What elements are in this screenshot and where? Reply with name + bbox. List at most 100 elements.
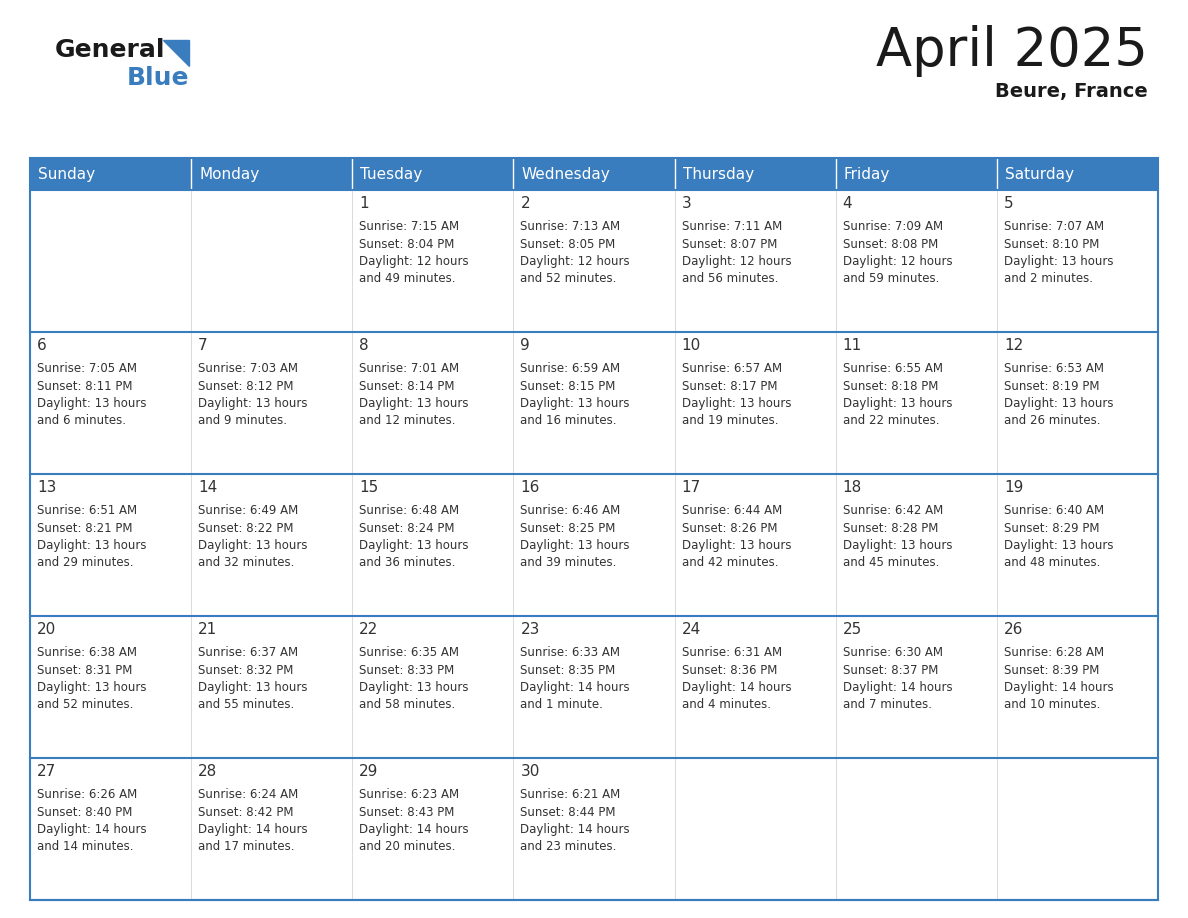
Bar [997, 758, 1158, 900]
Text: and 22 minutes.: and 22 minutes. [842, 415, 940, 428]
Text: Daylight: 14 hours: Daylight: 14 hours [37, 823, 146, 836]
Text: Thursday: Thursday [683, 166, 753, 182]
Bar [835, 474, 997, 616]
Text: Daylight: 13 hours: Daylight: 13 hours [37, 681, 146, 694]
Text: Sunset: 8:15 PM: Sunset: 8:15 PM [520, 379, 615, 393]
Text: Daylight: 14 hours: Daylight: 14 hours [682, 681, 791, 694]
Bar [191, 332, 353, 474]
Text: 16: 16 [520, 480, 539, 495]
Text: Daylight: 13 hours: Daylight: 13 hours [1004, 539, 1113, 552]
Text: Sunset: 8:40 PM: Sunset: 8:40 PM [37, 805, 132, 819]
Bar [675, 616, 835, 758]
Bar [997, 474, 1158, 616]
Text: and 29 minutes.: and 29 minutes. [37, 556, 133, 569]
Text: and 2 minutes.: and 2 minutes. [1004, 273, 1093, 285]
Text: Sunrise: 6:26 AM: Sunrise: 6:26 AM [37, 788, 138, 801]
Text: Sunset: 8:29 PM: Sunset: 8:29 PM [1004, 521, 1099, 534]
Text: Sunrise: 6:21 AM: Sunrise: 6:21 AM [520, 788, 620, 801]
Text: 8: 8 [359, 338, 369, 353]
Text: Daylight: 13 hours: Daylight: 13 hours [198, 681, 308, 694]
Text: Daylight: 14 hours: Daylight: 14 hours [842, 681, 953, 694]
Text: and 19 minutes.: and 19 minutes. [682, 415, 778, 428]
Text: Sunrise: 6:23 AM: Sunrise: 6:23 AM [359, 788, 460, 801]
Bar [353, 758, 513, 900]
Text: Sunrise: 7:13 AM: Sunrise: 7:13 AM [520, 220, 620, 233]
Bar [353, 474, 513, 616]
Text: 26: 26 [1004, 622, 1023, 637]
Text: and 48 minutes.: and 48 minutes. [1004, 556, 1100, 569]
Text: 20: 20 [37, 622, 56, 637]
Text: Sunset: 8:18 PM: Sunset: 8:18 PM [842, 379, 939, 393]
Text: Sunset: 8:28 PM: Sunset: 8:28 PM [842, 521, 939, 534]
Text: 30: 30 [520, 764, 539, 779]
Text: Sunset: 8:08 PM: Sunset: 8:08 PM [842, 238, 939, 251]
Text: Sunset: 8:22 PM: Sunset: 8:22 PM [198, 521, 293, 534]
Text: Sunset: 8:25 PM: Sunset: 8:25 PM [520, 521, 615, 534]
Text: 24: 24 [682, 622, 701, 637]
Text: Sunset: 8:44 PM: Sunset: 8:44 PM [520, 805, 615, 819]
Bar [835, 758, 997, 900]
Text: Sunset: 8:24 PM: Sunset: 8:24 PM [359, 521, 455, 534]
Text: Daylight: 14 hours: Daylight: 14 hours [359, 823, 469, 836]
Text: 29: 29 [359, 764, 379, 779]
Text: Sunset: 8:21 PM: Sunset: 8:21 PM [37, 521, 133, 534]
Text: General: General [55, 38, 165, 62]
Text: Daylight: 13 hours: Daylight: 13 hours [842, 539, 953, 552]
Text: 6: 6 [37, 338, 46, 353]
Text: and 9 minutes.: and 9 minutes. [198, 415, 287, 428]
Text: 27: 27 [37, 764, 56, 779]
Text: 19: 19 [1004, 480, 1023, 495]
Bar [353, 190, 513, 332]
Text: Daylight: 14 hours: Daylight: 14 hours [520, 823, 630, 836]
Text: 9: 9 [520, 338, 530, 353]
Text: Sunrise: 6:49 AM: Sunrise: 6:49 AM [198, 504, 298, 517]
Text: and 45 minutes.: and 45 minutes. [842, 556, 939, 569]
Text: Sunset: 8:31 PM: Sunset: 8:31 PM [37, 664, 132, 677]
Text: 23: 23 [520, 622, 539, 637]
Bar [997, 190, 1158, 332]
Text: Sunrise: 7:07 AM: Sunrise: 7:07 AM [1004, 220, 1104, 233]
Text: Daylight: 13 hours: Daylight: 13 hours [198, 397, 308, 410]
Text: Sunrise: 7:11 AM: Sunrise: 7:11 AM [682, 220, 782, 233]
Text: Sunset: 8:19 PM: Sunset: 8:19 PM [1004, 379, 1099, 393]
Text: Sunday: Sunday [38, 166, 95, 182]
Bar [191, 190, 353, 332]
Bar [30, 190, 191, 332]
Text: Sunrise: 6:46 AM: Sunrise: 6:46 AM [520, 504, 620, 517]
Bar [835, 616, 997, 758]
Polygon shape [163, 40, 189, 66]
Text: and 42 minutes.: and 42 minutes. [682, 556, 778, 569]
Text: Daylight: 12 hours: Daylight: 12 hours [842, 255, 953, 268]
Text: 7: 7 [198, 338, 208, 353]
Bar [675, 332, 835, 474]
Text: 2: 2 [520, 196, 530, 211]
Text: Sunrise: 7:01 AM: Sunrise: 7:01 AM [359, 362, 460, 375]
Text: Sunrise: 6:37 AM: Sunrise: 6:37 AM [198, 646, 298, 659]
Text: and 10 minutes.: and 10 minutes. [1004, 699, 1100, 711]
Text: 28: 28 [198, 764, 217, 779]
Bar [30, 758, 191, 900]
Text: Daylight: 14 hours: Daylight: 14 hours [1004, 681, 1113, 694]
Text: 22: 22 [359, 622, 379, 637]
Text: and 59 minutes.: and 59 minutes. [842, 273, 939, 285]
Text: Sunrise: 7:05 AM: Sunrise: 7:05 AM [37, 362, 137, 375]
Bar [835, 190, 997, 332]
Text: Daylight: 13 hours: Daylight: 13 hours [682, 397, 791, 410]
Bar [191, 158, 353, 190]
Text: Daylight: 12 hours: Daylight: 12 hours [682, 255, 791, 268]
Bar [997, 332, 1158, 474]
Bar [353, 332, 513, 474]
Text: Sunset: 8:04 PM: Sunset: 8:04 PM [359, 238, 455, 251]
Text: Sunset: 8:32 PM: Sunset: 8:32 PM [198, 664, 293, 677]
Text: and 4 minutes.: and 4 minutes. [682, 699, 771, 711]
Text: Sunset: 8:11 PM: Sunset: 8:11 PM [37, 379, 133, 393]
Text: Sunset: 8:43 PM: Sunset: 8:43 PM [359, 805, 455, 819]
Text: Daylight: 13 hours: Daylight: 13 hours [37, 539, 146, 552]
Text: Daylight: 13 hours: Daylight: 13 hours [1004, 255, 1113, 268]
Bar [513, 616, 675, 758]
Text: and 52 minutes.: and 52 minutes. [37, 699, 133, 711]
Bar [30, 158, 191, 190]
Bar [675, 158, 835, 190]
Text: 13: 13 [37, 480, 56, 495]
Text: and 16 minutes.: and 16 minutes. [520, 415, 617, 428]
